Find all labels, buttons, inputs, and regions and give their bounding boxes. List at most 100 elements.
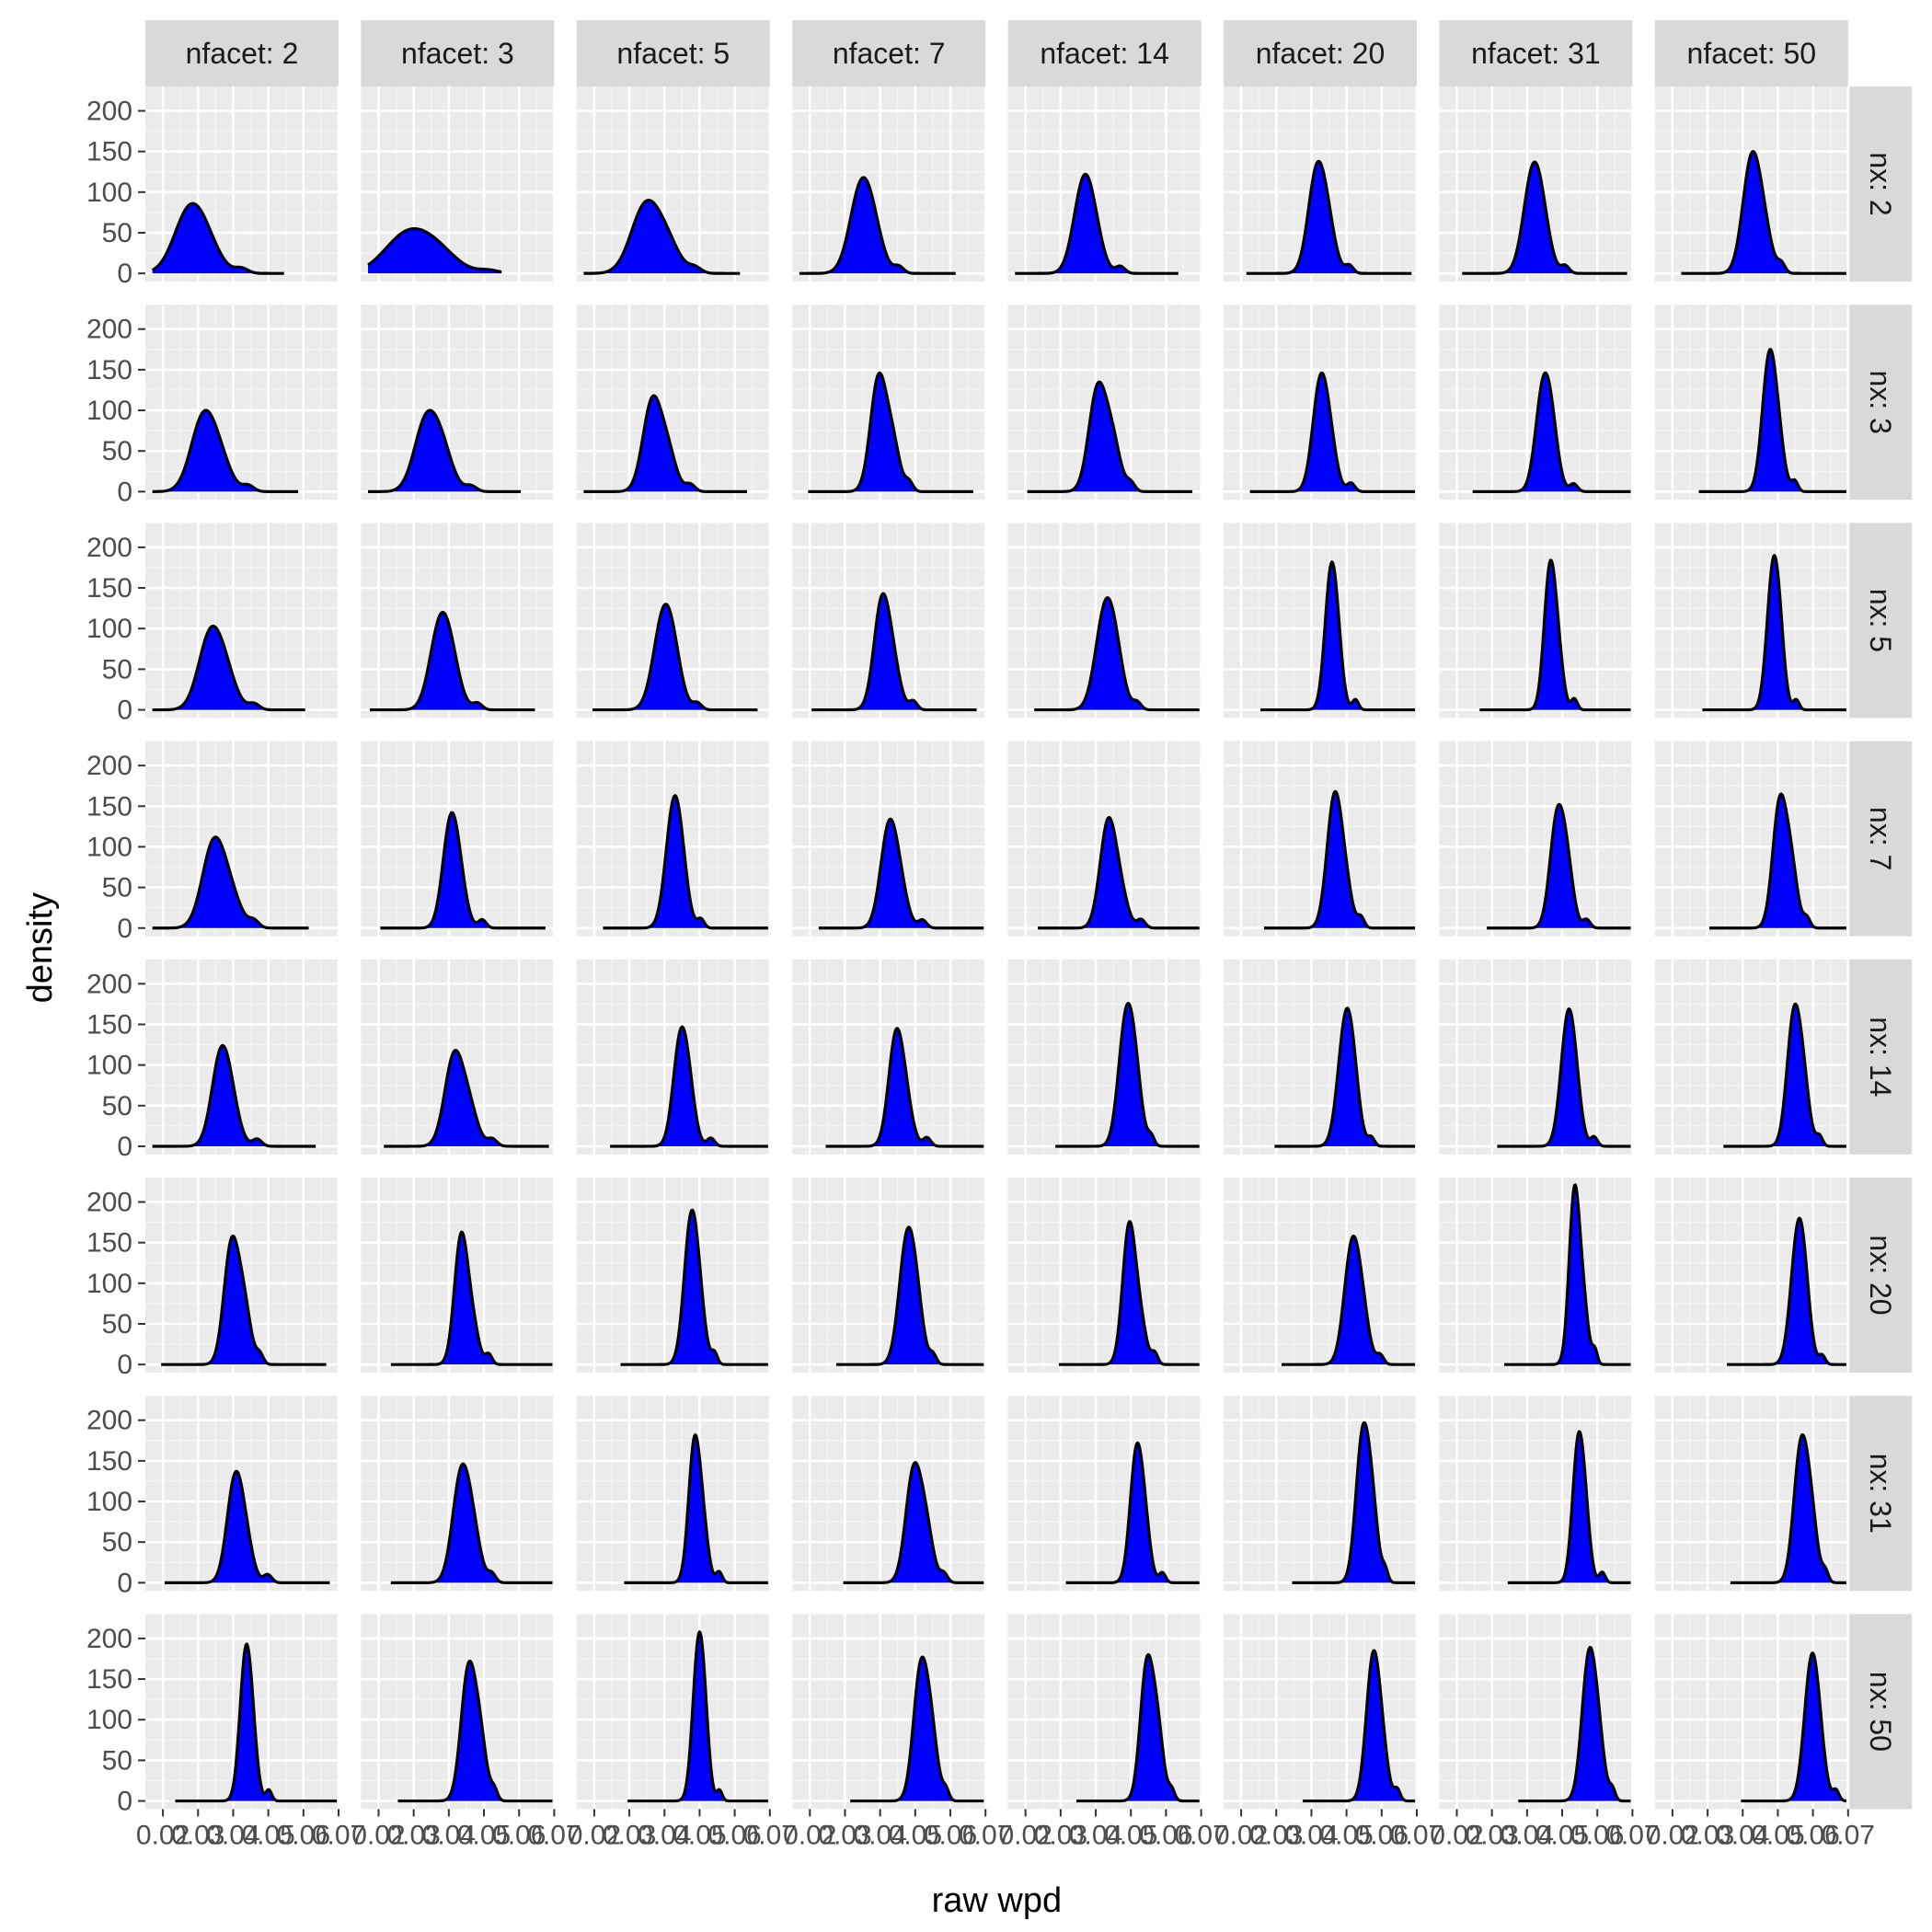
row-strip	[1849, 305, 1912, 500]
density-line	[602, 794, 769, 930]
y-tick-label: 100	[86, 1051, 132, 1081]
y-tick-label: 0	[117, 259, 132, 289]
x-tick-label: 0.06	[1355, 1820, 1409, 1850]
density-line	[1259, 560, 1416, 712]
density-area	[369, 612, 535, 710]
facet-panel	[1654, 959, 1850, 1155]
x-axis-title: raw wpd	[932, 1881, 1063, 1920]
y-tick-label: 0	[117, 1132, 132, 1162]
x-tick-label: 0.03	[1681, 1820, 1734, 1850]
density-line	[623, 1433, 769, 1584]
panel-background	[1224, 1178, 1417, 1373]
y-tick-label: 200	[86, 751, 132, 781]
y-tick-label: 100	[86, 832, 132, 862]
panel-background	[1439, 959, 1633, 1155]
facet-panel	[145, 959, 340, 1155]
density-line	[152, 835, 310, 930]
x-tick-label: 0.02	[1430, 1820, 1483, 1850]
density-area	[583, 396, 747, 492]
density-area	[161, 1236, 327, 1365]
y-tick-label: 150	[86, 573, 132, 604]
density-area	[1058, 1221, 1200, 1365]
density-area	[1263, 791, 1416, 928]
density-line	[1054, 1001, 1201, 1148]
density-line	[1263, 789, 1416, 930]
density-line	[1291, 1420, 1416, 1584]
density-line	[1058, 1220, 1201, 1366]
row-strip-label: nx: 3	[1864, 371, 1897, 434]
facet-panel	[792, 1614, 987, 1810]
density-area	[152, 836, 309, 928]
facet-panel	[361, 305, 556, 500]
panel-background	[792, 1178, 986, 1373]
panel-background	[576, 1178, 770, 1373]
y-tick-label: 0	[117, 1350, 132, 1380]
y-tick-label: 50	[102, 436, 132, 466]
facet-panel	[361, 1178, 556, 1373]
density-line	[1503, 1183, 1632, 1366]
y-tick-label: 100	[86, 396, 132, 426]
facet-panel	[1224, 305, 1419, 500]
x-tick-label: 0.06	[924, 1820, 977, 1850]
col-strip	[1439, 20, 1633, 86]
y-tick-label: 100	[86, 1269, 132, 1299]
row-strip	[1849, 523, 1912, 719]
density-area	[152, 410, 299, 492]
col-strip-label: nfacet: 7	[833, 37, 946, 70]
facet-panel	[576, 959, 772, 1155]
x-tick-label: 0.02	[351, 1820, 405, 1850]
panel-background	[361, 305, 555, 500]
x-tick-label: 0.02	[783, 1820, 836, 1850]
density-area	[384, 1050, 549, 1146]
density-area	[835, 1226, 984, 1365]
col-strip	[792, 20, 986, 86]
facet-panel	[145, 86, 340, 282]
x-tick-label: 0.04	[638, 1820, 691, 1850]
x-tick-label: 0.03	[1465, 1820, 1518, 1850]
y-tick-label: 150	[86, 355, 132, 385]
y-tick-label: 150	[86, 1664, 132, 1695]
density-area	[592, 604, 758, 710]
density-line	[1281, 1235, 1416, 1366]
density-line	[1246, 159, 1412, 275]
density-line	[1014, 172, 1179, 275]
density-area	[603, 795, 768, 928]
x-tick-label: 0.02	[136, 1820, 190, 1850]
y-tick-label: 50	[102, 873, 132, 903]
y-tick-label: 100	[86, 614, 132, 644]
col-strip	[1224, 20, 1417, 86]
panel-background	[1007, 1396, 1202, 1592]
x-tick-label: 0.04	[1069, 1820, 1122, 1850]
panel-background	[145, 523, 339, 719]
density-line	[1027, 380, 1193, 493]
row-strip-label: nx: 14	[1864, 1017, 1897, 1097]
facet-panel	[361, 523, 556, 719]
density-line	[1517, 1646, 1632, 1803]
x-tick-label: 0.04	[1501, 1820, 1554, 1850]
density-line	[818, 817, 984, 930]
facet-panel	[1224, 523, 1419, 719]
facet-panel	[145, 1396, 340, 1592]
density-line	[592, 603, 758, 712]
col-strip-label: nfacet: 2	[186, 37, 299, 70]
density-line	[1496, 1007, 1632, 1148]
facet-panel	[1007, 1396, 1202, 1592]
x-tick-label: 0.06	[1786, 1820, 1839, 1850]
x-tick-label: 0.07	[959, 1820, 1012, 1850]
y-tick-label: 50	[102, 1309, 132, 1340]
y-tick-label: 200	[86, 969, 132, 999]
density-line	[842, 1461, 984, 1584]
x-tick-label: 0.07	[527, 1820, 581, 1850]
y-tick-label: 50	[102, 1527, 132, 1558]
density-line	[379, 811, 546, 930]
density-line	[1478, 558, 1632, 712]
x-tick-label: 0.07	[1822, 1820, 1875, 1850]
density-line	[174, 1642, 338, 1803]
col-strip	[361, 20, 555, 86]
panel-background	[576, 1614, 770, 1810]
density-area	[1076, 1654, 1200, 1801]
density-line	[390, 1230, 553, 1366]
x-tick-label: 0.07	[1605, 1820, 1659, 1850]
row-strip	[1849, 1614, 1912, 1810]
facet-panel	[145, 1178, 340, 1373]
